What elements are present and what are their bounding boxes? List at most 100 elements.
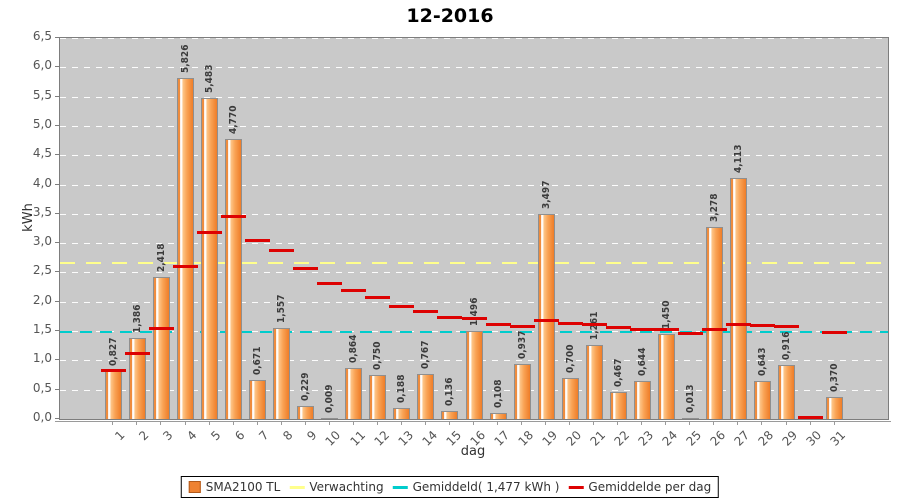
bar-day-24 bbox=[657, 334, 675, 419]
x-tick-text: 2 bbox=[136, 428, 152, 444]
running-average-segment-day-5 bbox=[197, 230, 223, 234]
x-tick-mark bbox=[569, 421, 571, 425]
x-tick-mark bbox=[665, 421, 667, 425]
running-average-segment-day-21 bbox=[581, 323, 607, 327]
gridline bbox=[60, 125, 888, 127]
x-tick-mark bbox=[809, 421, 811, 425]
running-average-segment-day-24 bbox=[653, 328, 679, 332]
x-tick-mark bbox=[160, 421, 162, 425]
plot-area: 0,827 1,386 2,418 5,826 5,483 4,770 0,671 1,557… bbox=[59, 37, 889, 420]
y-tick-mark bbox=[55, 418, 59, 419]
bar-day-7 bbox=[249, 379, 267, 419]
y-tick-label: 3,0 bbox=[32, 234, 52, 249]
x-tick-mark bbox=[280, 421, 282, 425]
bar-day-11 bbox=[345, 368, 363, 419]
bar-value-label: 0,644 bbox=[636, 347, 648, 377]
x-tick-text: 3 bbox=[160, 428, 176, 444]
x-axis-title: dag bbox=[460, 444, 486, 459]
running-average-segment-day-25 bbox=[677, 331, 703, 335]
x-tick-mark bbox=[497, 421, 499, 425]
bar-value-label: 0,671 bbox=[252, 346, 264, 375]
bar-value-label: 0,467 bbox=[612, 358, 624, 387]
x-tick-mark bbox=[448, 421, 450, 425]
running-average-segment-day-23 bbox=[629, 328, 655, 332]
x-tick-text: 1 bbox=[112, 428, 128, 444]
bar-value-label: 0,937 bbox=[516, 330, 528, 360]
running-average-segment-day-9 bbox=[293, 266, 319, 270]
bar-day-14 bbox=[417, 374, 435, 419]
running-average-segment-day-3 bbox=[148, 327, 174, 331]
y-tick-label: 5,5 bbox=[32, 87, 52, 102]
x-tick-mark bbox=[593, 421, 595, 425]
bar-day-28 bbox=[753, 381, 771, 419]
legend: SMA2100 TL Verwachting Gemiddeld( 1,477 … bbox=[180, 476, 720, 498]
bar-day-6 bbox=[225, 139, 243, 419]
running-average-segment-day-10 bbox=[317, 281, 343, 285]
y-tick-mark bbox=[55, 330, 59, 332]
legend-label: SMA2100 TL bbox=[205, 480, 281, 494]
bar-day-12 bbox=[369, 375, 387, 419]
bar-value-label: 5,483 bbox=[204, 64, 216, 93]
x-tick-mark bbox=[737, 421, 739, 425]
bar-value-label: 0,827 bbox=[107, 337, 119, 366]
bar-value-label: 1,450 bbox=[660, 300, 672, 330]
x-tick-text: 9 bbox=[304, 428, 320, 444]
x-tick-mark bbox=[232, 421, 234, 425]
y-tick-mark bbox=[55, 359, 59, 361]
y-tick-mark bbox=[55, 124, 59, 126]
x-tick-mark bbox=[184, 421, 186, 425]
gridline bbox=[60, 272, 888, 274]
bar-value-label: 0,009 bbox=[324, 385, 336, 414]
legend-label: Gemiddelde per dag bbox=[588, 480, 712, 494]
bar-value-label: 0,916 bbox=[781, 331, 792, 361]
running-average-segment-day-16 bbox=[461, 317, 487, 321]
running-average-segment-day-17 bbox=[485, 322, 511, 326]
running-average-segment-day-11 bbox=[341, 289, 367, 293]
bar-value-label: 2,418 bbox=[155, 243, 167, 273]
bar-day-20 bbox=[561, 377, 579, 419]
running-average-segment-day-2 bbox=[124, 352, 150, 356]
bar-day-13 bbox=[393, 407, 411, 419]
bar-day-9 bbox=[297, 405, 315, 419]
x-tick-mark bbox=[545, 421, 547, 425]
legend-item-running-average: Gemiddelde per dag bbox=[568, 480, 711, 494]
bar-day-16 bbox=[465, 331, 483, 419]
bar-day-15 bbox=[441, 411, 459, 419]
bar-value-label: 3,278 bbox=[708, 193, 720, 222]
average-line-swatch-icon bbox=[392, 485, 408, 489]
running-average-segment-day-4 bbox=[173, 264, 199, 268]
chart-title: 12-2016 bbox=[406, 5, 494, 27]
running-average-segment-day-6 bbox=[221, 215, 247, 219]
bar-value-label: 0,643 bbox=[756, 347, 768, 377]
bar-series-swatch-icon bbox=[188, 481, 201, 493]
x-tick-mark bbox=[761, 421, 763, 425]
bar-day-31 bbox=[826, 397, 844, 419]
gridline bbox=[60, 301, 888, 303]
x-tick-mark bbox=[689, 421, 691, 425]
bar-value-label: 3,497 bbox=[540, 180, 552, 210]
y-tick-mark bbox=[55, 212, 59, 214]
x-tick-text: 8 bbox=[280, 428, 296, 444]
gridline bbox=[60, 184, 888, 186]
y-tick-mark bbox=[55, 183, 59, 185]
x-tick-mark bbox=[521, 421, 523, 425]
bar-value-label: 4,770 bbox=[228, 105, 240, 135]
bar-value-label: 1,386 bbox=[131, 304, 143, 333]
x-tick-mark bbox=[833, 421, 835, 425]
gridline bbox=[60, 213, 888, 215]
bar-day-18 bbox=[513, 364, 531, 419]
running-average-segment-day-28 bbox=[749, 324, 775, 328]
bar-day-21 bbox=[585, 345, 603, 419]
running-average-segment-day-8 bbox=[269, 249, 295, 253]
bar-value-label: 0,188 bbox=[396, 374, 408, 403]
bar-day-10 bbox=[321, 418, 339, 419]
x-tick-mark bbox=[208, 421, 210, 425]
running-average-segment-day-18 bbox=[509, 324, 535, 328]
x-tick-text: 5 bbox=[208, 428, 224, 444]
legend-item-series: SMA2100 TL bbox=[188, 480, 281, 494]
running-average-segment-day-29 bbox=[774, 325, 799, 329]
running-average-swatch-icon bbox=[568, 485, 584, 489]
y-tick-label: 0,5 bbox=[32, 380, 52, 395]
x-tick-mark bbox=[112, 421, 114, 425]
